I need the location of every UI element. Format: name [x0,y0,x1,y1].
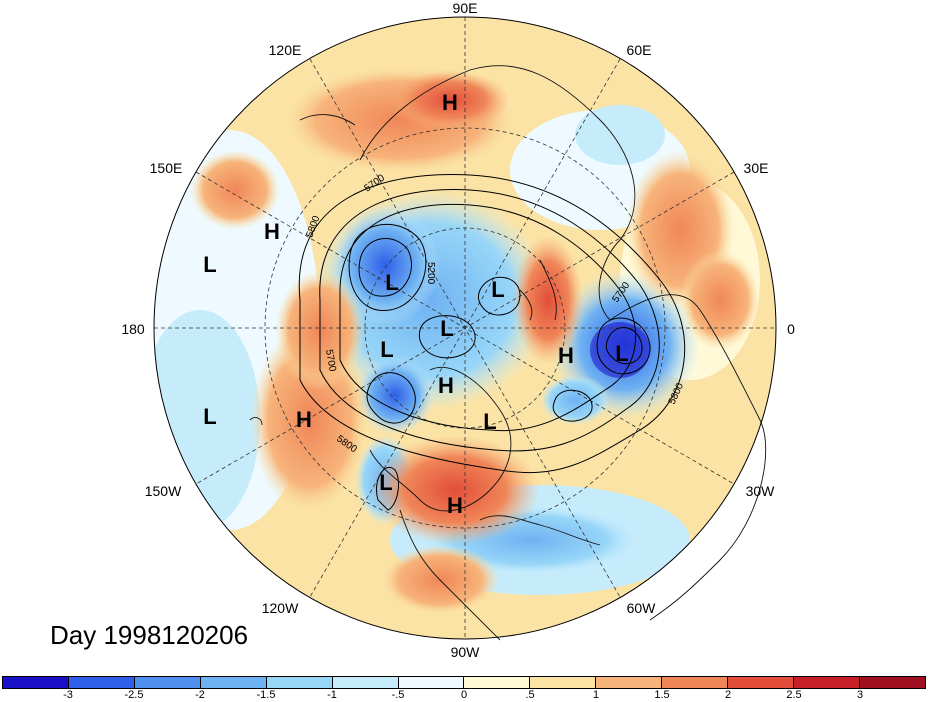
high-center-marker: H [447,493,463,518]
lon-label-30e: 30E [743,160,769,176]
colorbar-tick-label: 1 [592,689,600,701]
colorbar-swatch [530,677,597,688]
low-center-marker: L [483,409,496,434]
map-boundary [153,16,777,640]
high-center-marker: H [442,90,458,115]
colorbar-swatch [662,677,729,688]
colorbar-tick-label: 0 [460,689,468,701]
coastlines [249,65,767,641]
low-center-marker: L [379,470,392,495]
high-center-marker: H [438,373,454,398]
colorbar-swatch [398,677,465,688]
lon-label-120e: 120E [268,42,302,58]
lon-label-150w: 150W [144,483,182,499]
anomaly-field [154,17,776,639]
high-center-marker: H [558,343,574,368]
lon-label-60w: 60W [626,600,656,616]
lon-label-60e: 60E [626,42,652,58]
map-title: Day 1998120206 [50,620,249,650]
low-center-marker: L [380,337,393,362]
lon-label-180: 180 [121,321,145,337]
low-center-marker: L [203,252,216,277]
high-center-marker: H [296,407,312,432]
pressure-centers: H H L L L L L H L H L L H L H [203,90,628,518]
low-center-marker: L [203,404,216,429]
lon-label-150e: 150E [149,160,183,176]
colorbar-swatch [596,677,663,688]
colorbar-tick-label: 1.5 [654,689,670,701]
colorbar-tick-label: 2.5 [786,689,802,701]
lon-label-90w: 90W [450,644,480,660]
lon-label-0: 0 [787,321,795,337]
colorbar-tick-label: 2 [724,689,732,701]
lon-label-90e: 90E [452,0,478,16]
colorbar-tick-label: -1 [327,689,337,701]
colorbar-tick-label: 3 [856,689,864,701]
colorbar-tick-label: -2.5 [124,689,144,701]
low-center-marker: L [385,270,398,295]
colorbar-tick-label: -.5 [391,689,405,701]
low-center-marker: L [491,277,504,302]
high-center-marker: H [264,219,280,244]
colorbar-tick-label: -2 [195,689,205,701]
colorbar-tick-label: .5 [525,689,535,701]
colorbar-swatch [859,677,925,688]
colorbar-tick-label: -3 [63,689,73,701]
colorbar-swatch [464,677,531,688]
colorbar-swatch [332,677,399,688]
lon-label-120w: 120W [261,600,299,616]
contour-label: 5200 [425,262,436,285]
colorbar-swatch [266,677,333,688]
colorbar-swatch [728,677,795,688]
colorbar-tick-label: -1.5 [256,689,276,701]
contour-labels: 5700 5800 5200 5700 5700 5800 5800 [304,172,686,455]
colorbar [2,676,926,689]
colorbar-swatch [3,677,69,688]
lon-label-30w: 30W [745,483,775,499]
graticule [154,17,776,639]
low-center-marker: L [440,316,453,341]
colorbar-swatch [200,677,267,688]
contour-label: 5700 [323,349,338,373]
height-contours [298,173,686,511]
low-center-marker: L [615,341,628,366]
colorbar-swatch [68,677,135,688]
colorbar-swatch [134,677,201,688]
colorbar-swatch [794,677,860,688]
